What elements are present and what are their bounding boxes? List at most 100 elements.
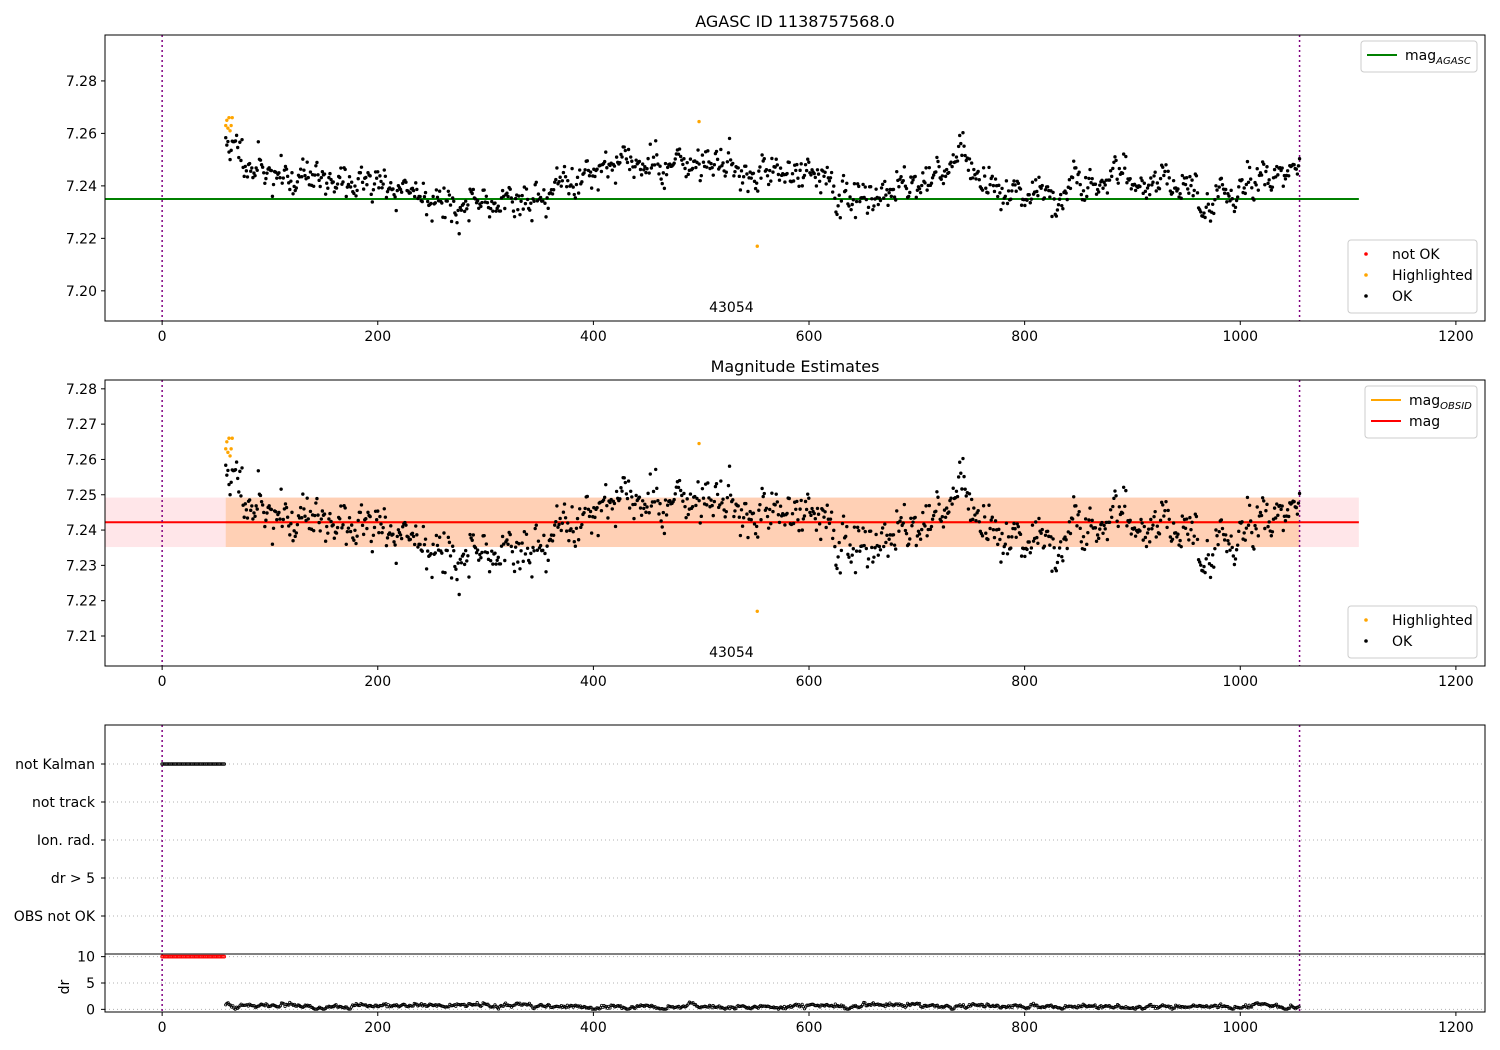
ok-point <box>790 511 795 516</box>
ok-point <box>940 515 945 519</box>
ok-point <box>798 507 802 511</box>
ok-point <box>347 175 352 179</box>
ok-point <box>322 512 327 516</box>
ok-point <box>455 220 459 225</box>
ok-point <box>455 577 459 582</box>
ok-point <box>1184 175 1189 180</box>
ok-point <box>1170 537 1175 541</box>
ok-point <box>1280 166 1284 170</box>
ok-point <box>758 165 762 169</box>
ok-point <box>660 181 664 186</box>
ok-point <box>796 518 800 522</box>
ok-point <box>711 513 715 518</box>
dr-marker <box>724 1006 728 1010</box>
ok-point <box>665 503 670 507</box>
ok-point <box>1025 547 1029 552</box>
ok-point <box>1280 504 1284 508</box>
ok-point <box>1176 532 1180 536</box>
ok-point <box>1206 202 1211 206</box>
ok-point <box>1214 184 1218 188</box>
ok-point <box>454 213 458 217</box>
ok-point <box>1050 214 1054 219</box>
highlighted-point <box>224 123 228 128</box>
ok-point <box>1035 535 1039 540</box>
ok-point <box>1279 507 1283 512</box>
ok-point <box>570 166 574 171</box>
ok-point <box>320 170 325 174</box>
ok-point <box>698 521 702 525</box>
ok-point <box>836 204 840 208</box>
ok-point <box>1202 211 1206 215</box>
dr-marker <box>447 1005 451 1009</box>
ok-point <box>1149 176 1153 180</box>
ok-point <box>470 191 474 196</box>
dr-marker <box>1169 1005 1173 1009</box>
ok-point <box>1232 209 1237 214</box>
ok-point <box>554 177 558 182</box>
dr-marker <box>995 1003 999 1007</box>
ok-point <box>695 496 699 501</box>
ok-point <box>806 492 810 496</box>
ok-point <box>244 169 249 173</box>
ok-point <box>746 189 750 194</box>
ok-point <box>317 178 321 183</box>
ok-point <box>815 506 820 511</box>
ok-point <box>858 199 862 204</box>
x-tick-label: 400 <box>580 329 607 345</box>
ok-point <box>936 159 940 164</box>
ok-point <box>1230 197 1234 201</box>
ok-point <box>530 218 534 223</box>
ok-point <box>1250 186 1254 190</box>
ok-point <box>445 199 449 203</box>
ok-point <box>408 191 413 195</box>
ok-point <box>642 168 646 172</box>
ok-point <box>426 199 430 204</box>
ok-point <box>317 520 321 525</box>
x-tick-label: 0 <box>158 1020 167 1036</box>
ok-point <box>369 539 373 544</box>
ok-point <box>466 203 470 207</box>
ok-point <box>980 534 985 538</box>
ok-point <box>706 149 710 153</box>
ok-point <box>677 147 682 151</box>
flag-marker <box>221 762 225 766</box>
ok-point <box>372 525 377 530</box>
ok-point <box>604 150 608 154</box>
ok-point <box>839 199 844 203</box>
ok-point <box>1068 186 1073 191</box>
ok-point <box>595 505 599 510</box>
ok-point <box>247 498 252 502</box>
ok-point <box>654 139 658 143</box>
ok-point <box>528 208 532 212</box>
ok-point <box>939 177 943 181</box>
x-tick-label: 600 <box>796 329 823 345</box>
ok-point <box>1082 198 1087 202</box>
ok-point <box>794 168 798 173</box>
ok-point <box>461 552 466 556</box>
ok-point <box>870 197 874 201</box>
ok-point <box>571 185 575 189</box>
ok-point <box>356 518 360 523</box>
ok-point <box>511 562 516 566</box>
ok-point <box>1202 564 1206 569</box>
ok-point <box>424 213 429 217</box>
ok-point <box>866 557 871 561</box>
ok-point <box>1161 165 1165 169</box>
ok-point <box>513 545 518 549</box>
ok-point <box>245 175 250 179</box>
highlighted-point <box>229 447 233 451</box>
ok-point <box>587 174 592 178</box>
ok-point <box>318 184 322 189</box>
ok-point <box>306 517 310 521</box>
ok-point <box>606 175 610 179</box>
ok-point <box>1208 575 1213 580</box>
ok-point <box>917 532 922 536</box>
ok-point <box>1012 179 1016 183</box>
ok-point <box>496 555 500 560</box>
ok-point <box>1184 517 1189 521</box>
ok-point <box>889 194 894 199</box>
ok-point <box>574 182 579 187</box>
ok-point <box>728 158 733 162</box>
ok-point <box>306 175 310 180</box>
ok-point <box>531 545 535 550</box>
